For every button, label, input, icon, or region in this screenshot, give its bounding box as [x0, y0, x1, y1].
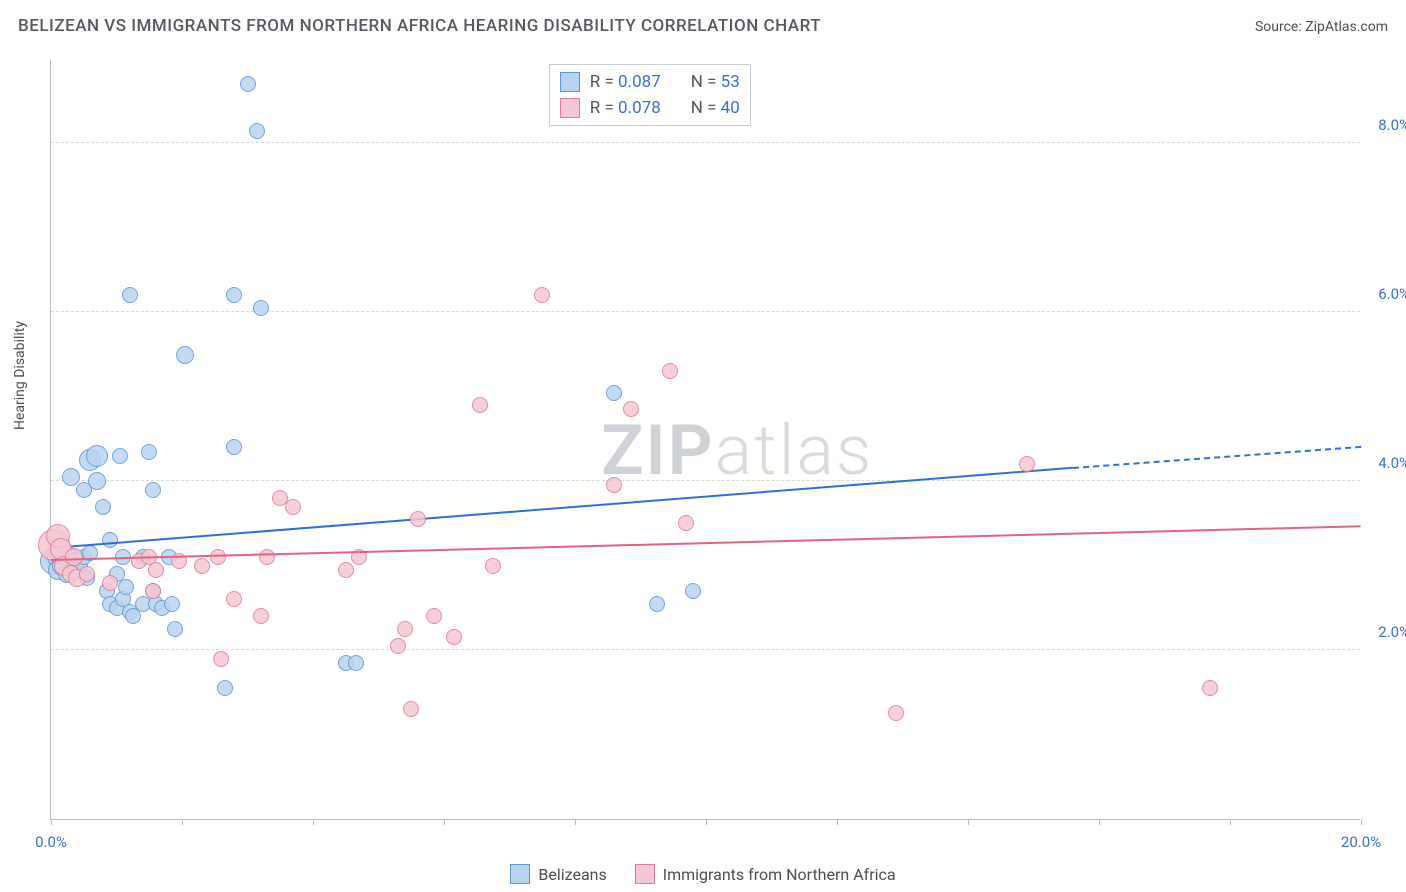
source-label: Source: ZipAtlas.com: [1255, 19, 1388, 35]
y-tick-label: 4.0%: [1378, 454, 1406, 472]
data-point: [338, 562, 354, 578]
data-point: [285, 499, 301, 515]
data-point: [112, 448, 128, 464]
y-tick-label: 8.0%: [1378, 116, 1406, 134]
data-point: [141, 444, 157, 460]
stat-r-label: R = 0.087: [590, 72, 661, 92]
data-point: [76, 482, 92, 498]
gridline-h: [51, 142, 1360, 143]
data-point: [167, 621, 183, 637]
data-point: [253, 608, 269, 624]
legend-swatch: [510, 864, 530, 884]
data-point: [397, 621, 413, 637]
data-point: [86, 445, 108, 467]
data-point: [485, 558, 501, 574]
x-tick-label: 20.0%: [1341, 833, 1381, 851]
data-point: [95, 499, 111, 515]
data-point: [217, 680, 233, 696]
data-point: [213, 651, 229, 667]
data-point: [148, 562, 164, 578]
legend-label: Immigrants from Northern Africa: [663, 865, 896, 884]
gridline-h: [51, 311, 1360, 312]
y-tick-label: 2.0%: [1378, 623, 1406, 641]
legend-swatch: [635, 864, 655, 884]
legend-swatch: [560, 98, 580, 118]
data-point: [253, 300, 269, 316]
x-tick: [706, 819, 707, 825]
data-point: [472, 397, 488, 413]
data-point: [888, 705, 904, 721]
data-point: [210, 549, 226, 565]
legend-swatch: [560, 72, 580, 92]
data-point: [102, 532, 118, 548]
data-point: [606, 477, 622, 493]
chart-title: BELIZEAN VS IMMIGRANTS FROM NORTHERN AFR…: [18, 16, 821, 36]
stats-legend: R = 0.087 N = 53 R = 0.078 N = 40: [549, 64, 751, 126]
data-point: [390, 638, 406, 654]
data-point: [1202, 680, 1218, 696]
data-point: [606, 385, 622, 401]
x-tick: [1361, 819, 1362, 825]
stats-row: R = 0.078 N = 40: [560, 95, 740, 121]
stat-n-label: N = 40: [691, 98, 740, 118]
data-point: [662, 363, 678, 379]
x-tick: [837, 819, 838, 825]
data-point: [194, 558, 210, 574]
data-point: [226, 287, 242, 303]
data-point: [649, 596, 665, 612]
data-point: [410, 511, 426, 527]
data-point: [240, 76, 256, 92]
y-axis-label: Hearing Disability: [12, 321, 28, 430]
data-point: [118, 579, 134, 595]
data-point: [176, 346, 194, 364]
gridline-h: [51, 649, 1360, 650]
data-point: [446, 629, 462, 645]
data-point: [145, 583, 161, 599]
y-tick-label: 6.0%: [1378, 285, 1406, 303]
legend-label: Belizeans: [538, 865, 606, 884]
data-point: [164, 596, 180, 612]
data-point: [403, 701, 419, 717]
stat-n-label: N = 53: [691, 72, 740, 92]
data-point: [534, 287, 550, 303]
data-point: [678, 515, 694, 531]
data-point: [79, 566, 95, 582]
x-tick: [575, 819, 576, 825]
data-point: [623, 401, 639, 417]
data-point: [226, 439, 242, 455]
data-point: [348, 655, 364, 671]
data-point: [1019, 456, 1035, 472]
gridline-h: [51, 480, 1360, 481]
x-tick: [968, 819, 969, 825]
data-point: [259, 549, 275, 565]
data-point: [145, 482, 161, 498]
stat-r-label: R = 0.078: [590, 98, 661, 118]
x-tick: [1099, 819, 1100, 825]
legend-item: Belizeans: [510, 864, 606, 884]
x-tick: [182, 819, 183, 825]
trend-line: [1073, 445, 1361, 468]
data-point: [685, 583, 701, 599]
x-tick-label: 0.0%: [35, 833, 67, 851]
data-point: [122, 287, 138, 303]
x-tick: [1230, 819, 1231, 825]
x-tick: [51, 819, 52, 825]
data-point: [102, 575, 118, 591]
data-point: [426, 608, 442, 624]
legend-item: Immigrants from Northern Africa: [635, 864, 896, 884]
x-tick: [313, 819, 314, 825]
x-tick: [444, 819, 445, 825]
data-point: [226, 591, 242, 607]
data-point: [249, 123, 265, 139]
plot-area: ZIPatlas R = 0.087N = 53R = 0.078N = 40 …: [50, 60, 1360, 820]
bottom-legend: Belizeans Immigrants from Northern Africa: [0, 864, 1406, 884]
stats-row: R = 0.087 N = 53: [560, 69, 740, 95]
